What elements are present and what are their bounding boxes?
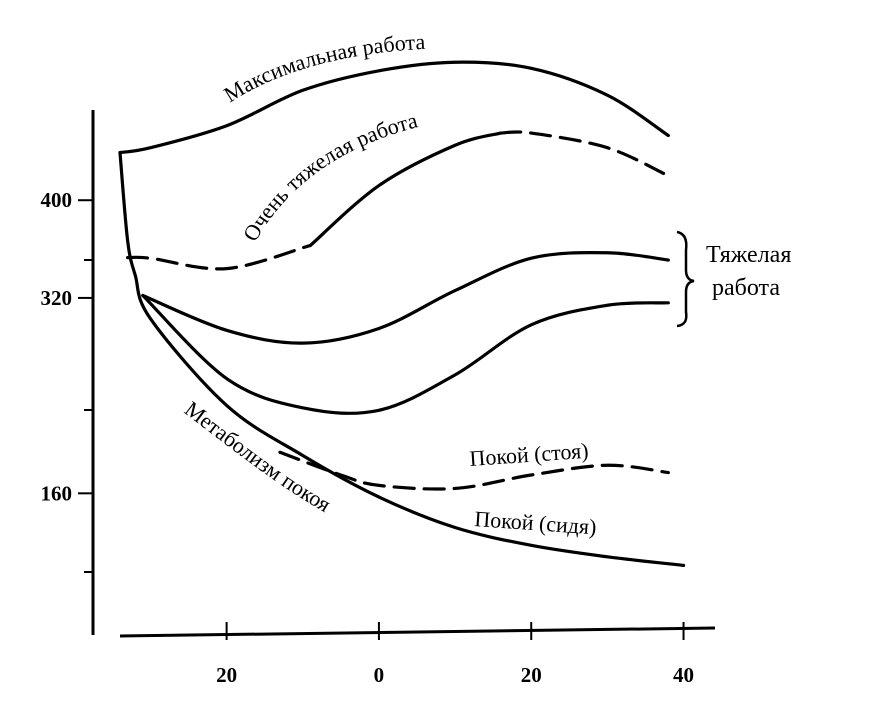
annotation: Метаболизм покоя bbox=[180, 396, 335, 517]
annotation-text: Метаболизм покоя bbox=[180, 396, 335, 517]
curve bbox=[126, 243, 312, 271]
annotation: работа bbox=[712, 275, 780, 301]
y-tick-label: 400 bbox=[41, 188, 73, 212]
brace bbox=[676, 230, 695, 328]
curve bbox=[499, 130, 670, 178]
curve bbox=[278, 450, 670, 491]
curve bbox=[118, 60, 670, 155]
x-tick-label: 40 bbox=[673, 663, 694, 687]
x-tick-label: 0 bbox=[374, 663, 385, 687]
annotation: Тяжелая bbox=[706, 242, 791, 268]
curve bbox=[141, 250, 670, 345]
x-axis bbox=[119, 626, 716, 638]
curve bbox=[141, 293, 670, 415]
x-tick-label: 20 bbox=[216, 663, 237, 687]
x-tick-label: 20 bbox=[521, 663, 542, 687]
curve bbox=[118, 150, 686, 567]
annotation: Покой (сидя) bbox=[474, 506, 598, 539]
minor-ticks bbox=[84, 259, 93, 573]
y-tick-label: 320 bbox=[41, 286, 73, 310]
annotation: Покой (стоя) bbox=[469, 438, 590, 471]
y-tick-label: 160 bbox=[41, 481, 73, 505]
curve bbox=[308, 131, 503, 248]
